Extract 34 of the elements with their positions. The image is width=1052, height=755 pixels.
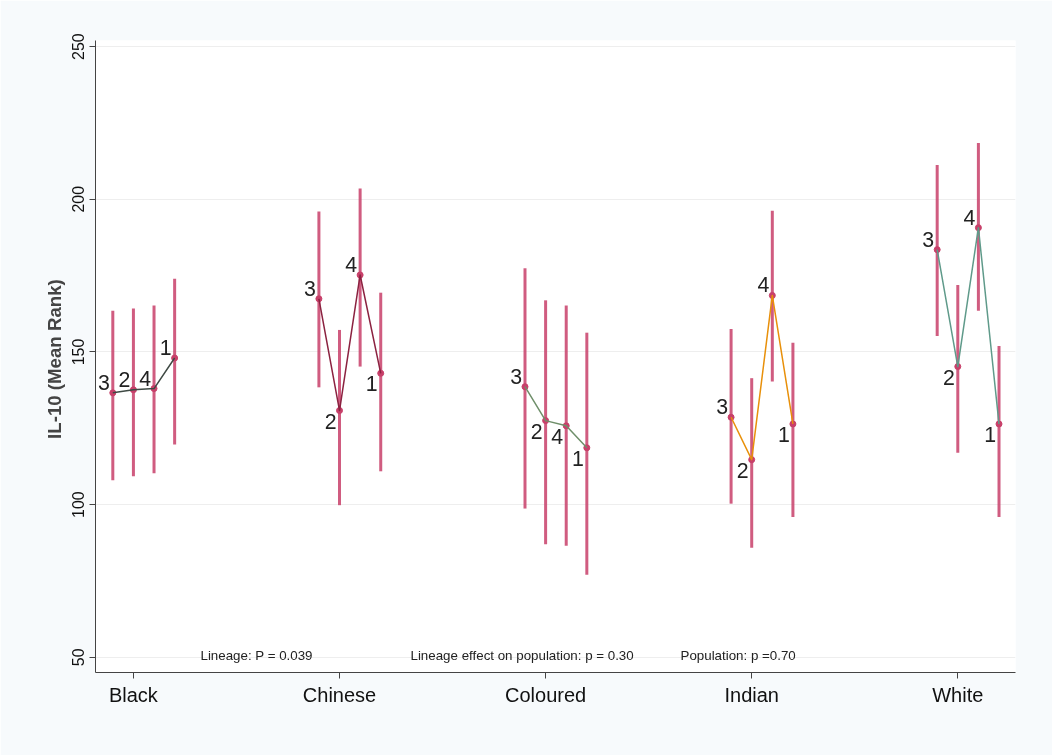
- text: 2: [736, 458, 749, 483]
- x-tick-label: Black: [108, 683, 159, 706]
- series-label: 1: [984, 422, 997, 447]
- text: 1: [365, 372, 378, 397]
- text: 2: [530, 419, 543, 444]
- text: 3: [304, 276, 316, 301]
- series-label: 4: [551, 424, 564, 449]
- text: 4: [963, 205, 976, 230]
- text: 1: [571, 446, 584, 471]
- text: 3: [510, 364, 523, 389]
- y-tick-label: 250: [70, 33, 88, 60]
- text: 3: [716, 395, 729, 420]
- annotation: Population: p =0.70: [680, 647, 796, 663]
- annotation: Lineage: P = 0.039: [200, 647, 313, 663]
- series-label: 2: [324, 409, 337, 434]
- x-tick-label: Indian: [724, 683, 779, 706]
- text: 1: [778, 422, 790, 447]
- y-tick-label: 200: [70, 185, 88, 213]
- series-label: 3: [97, 370, 110, 395]
- text: 4: [345, 252, 358, 277]
- x-tick-label: Chinese: [302, 683, 377, 706]
- text: 2: [942, 365, 955, 390]
- x-tick-label: Coloured: [505, 683, 587, 706]
- y-axis-title: IL-10 (Mean Rank): [43, 279, 65, 439]
- x-tick-label: White: [932, 683, 984, 706]
- y-tick-label: 150: [70, 338, 88, 366]
- y-tick-label: 50: [70, 648, 88, 667]
- text: 4: [757, 273, 770, 298]
- text: 3: [922, 227, 935, 252]
- text: 1: [159, 336, 172, 361]
- text: 4: [139, 366, 152, 391]
- y-tick-label: 100: [70, 491, 88, 518]
- annotation: Lineage effect on population: p = 0.30: [410, 647, 634, 663]
- text: 2: [118, 367, 131, 392]
